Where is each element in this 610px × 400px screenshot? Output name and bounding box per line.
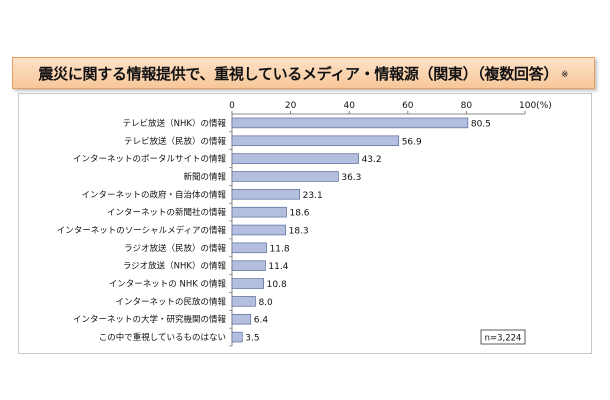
category-label: ラジオ放送（民放）の情報 — [124, 243, 226, 254]
category-label: インターネットのポータルサイトの情報 — [73, 154, 227, 165]
bar — [231, 242, 267, 254]
value-label: 8.0 — [258, 298, 273, 308]
value-label: 56.9 — [402, 137, 422, 147]
value-label: 36.3 — [341, 173, 361, 183]
category-label: インターネットのソーシャルメディアの情報 — [57, 225, 227, 236]
category-label: インターネットの民放の情報 — [115, 296, 226, 307]
bar — [231, 153, 359, 164]
value-label: 80.5 — [471, 119, 491, 129]
category-label: ラジオ放送（NHK）の情報 — [123, 261, 227, 272]
category-label: テレビ放送（民放）の情報 — [124, 136, 227, 147]
bar — [231, 296, 256, 307]
x-tick-label: 80 — [461, 101, 473, 111]
category-label: テレビ放送（NHK）の情報 — [123, 118, 227, 129]
category-label: 新聞の情報 — [183, 171, 226, 182]
chart-title: 震災に関する情報提供で、重視しているメディア・情報源（関東）（複数回答） — [38, 64, 559, 83]
category-label: この中で重視しているものはない — [99, 332, 226, 343]
bar — [231, 278, 264, 289]
x-tick-label: 20 — [285, 101, 297, 111]
bar — [231, 313, 252, 325]
chart-title-note: ※ — [561, 70, 569, 80]
x-tick-label: 60 — [402, 101, 414, 111]
category-label: インターネットの新聞社の情報 — [107, 207, 227, 218]
value-label: 10.8 — [267, 280, 287, 290]
category-label: インターネットの政府・自治体の情報 — [81, 189, 226, 200]
bar — [231, 260, 266, 271]
chart-frame: 0 20 40 60 80 100(%) テレビ放送（NHK）の情報 80.5 テレビ放送（民… — [18, 93, 592, 354]
chart-title-box: 震災に関する情報提供で、重視しているメディア・情報源（関東）（複数回答） ※ — [12, 57, 595, 89]
sample-size-box: n=3,224 — [480, 329, 526, 345]
bar — [231, 135, 400, 147]
axis-layer: 0 20 40 60 80 100(%) — [229, 101, 552, 347]
x-tick-label: 40 — [343, 101, 355, 111]
bar — [231, 189, 301, 200]
bar — [231, 206, 287, 218]
bar-chart: 0 20 40 60 80 100(%) テレビ放送（NHK）の情報 80.5 テレビ放送（民… — [57, 101, 552, 347]
bar — [231, 171, 339, 182]
bar — [231, 224, 286, 236]
sample-size-label: n=3,224 — [485, 334, 522, 344]
labels-layer: テレビ放送（NHK）の情報 80.5 テレビ放送（民放）の情報 56.9 インターネット… — [57, 118, 491, 344]
category-label: インターネットの NHK の情報 — [109, 279, 227, 290]
value-label: 3.5 — [245, 334, 259, 344]
value-label: 6.4 — [254, 316, 269, 326]
bar — [231, 117, 469, 129]
x-tick-label: 100(%) — [519, 101, 552, 111]
value-label: 18.6 — [289, 209, 309, 219]
x-tick-label: 0 — [229, 101, 235, 111]
value-label: 11.4 — [268, 262, 288, 272]
value-label: 23.1 — [303, 191, 323, 201]
value-label: 43.2 — [362, 155, 382, 165]
category-label: インターネットの大学・研究機関の情報 — [73, 314, 227, 325]
value-label: 18.3 — [289, 227, 309, 237]
bars-layer — [231, 117, 469, 343]
bar — [231, 331, 243, 343]
value-label: 11.8 — [270, 244, 290, 254]
